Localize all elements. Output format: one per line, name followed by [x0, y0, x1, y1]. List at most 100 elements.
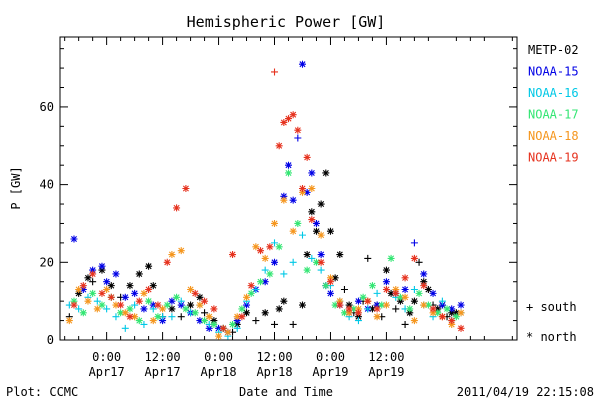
data-point-north: [84, 274, 92, 282]
x-tick-time-label: 0:00: [92, 350, 121, 364]
data-point-north: [317, 258, 325, 266]
data-point-north: [382, 301, 390, 309]
data-point-north: [196, 317, 204, 325]
data-point-south: [168, 313, 176, 321]
data-point-north: [103, 286, 111, 293]
data-point-north: [448, 309, 456, 317]
data-point-north: [149, 301, 157, 309]
data-point-north: [238, 305, 246, 313]
data-point-south: [177, 313, 185, 321]
data-point-north: [131, 313, 139, 321]
data-point-north: [247, 289, 255, 297]
data-point-north: [354, 305, 362, 313]
data-point-north: [410, 317, 418, 325]
data-point-north: [303, 251, 311, 259]
data-point-north: [420, 270, 428, 278]
data-point-north: [359, 293, 367, 301]
data-point-north: [406, 305, 414, 313]
data-point-north: [215, 332, 223, 340]
data-point-north: [452, 313, 460, 321]
data-point-north: [89, 266, 97, 274]
legend-item: NOAA-17: [528, 108, 579, 122]
data-point-south: [149, 305, 157, 313]
data-point-north: [350, 305, 358, 313]
marker-legend: + south * north: [526, 300, 577, 344]
data-point-north: [294, 126, 302, 134]
plot-frame: [59, 36, 518, 341]
data-point-south: [112, 313, 120, 321]
data-point-north: [159, 317, 167, 325]
data-point-north: [298, 185, 306, 192]
data-point-north: [424, 301, 432, 309]
data-point-north: [373, 301, 381, 309]
data-point-north: [149, 282, 157, 290]
data-point-north: [219, 324, 227, 332]
y-tick-label: 60: [40, 100, 54, 114]
data-point-south: [89, 278, 97, 286]
data-point-north: [420, 301, 428, 309]
data-point-north: [331, 274, 339, 282]
data-point-south: [271, 320, 279, 328]
data-point-south: [233, 324, 241, 332]
data-point-north: [84, 297, 92, 305]
data-point-north: [191, 289, 199, 297]
data-point-north: [271, 219, 279, 227]
data-point-north: [326, 289, 334, 297]
data-point-south: [294, 134, 302, 142]
data-point-south: [410, 286, 418, 293]
data-point-north: [140, 289, 148, 297]
data-point-north: [415, 289, 423, 297]
data-point-south: [201, 309, 209, 317]
data-point-north: [429, 305, 437, 313]
data-point-north: [285, 169, 292, 177]
data-point-north: [396, 297, 404, 305]
data-point-north: [429, 309, 437, 317]
x-axis: 0:00Apr1712:00Apr170:00Apr1812:00Apr180:…: [64, 37, 513, 379]
data-point-north: [322, 282, 330, 290]
data-point-north: [303, 266, 311, 274]
data-point-north: [89, 289, 97, 297]
data-point-north: [79, 282, 87, 290]
data-point-north: [387, 254, 395, 262]
data-point-north: [145, 262, 153, 270]
data-point-north: [448, 320, 456, 328]
data-point-south: [131, 301, 139, 309]
data-point-north: [135, 270, 143, 278]
data-point-north: [420, 282, 428, 290]
data-point-north: [266, 270, 274, 278]
data-point-north: [420, 278, 428, 286]
data-point-north: [452, 309, 460, 317]
y-axis: 0 20 40 60: [40, 48, 517, 347]
data-point-north: [126, 313, 134, 321]
data-point-north: [196, 293, 204, 301]
data-point-south: [271, 68, 279, 76]
data-point-north: [280, 196, 288, 204]
data-point-north: [131, 289, 139, 297]
data-point-north: [392, 289, 400, 297]
data-point-north: [75, 289, 83, 297]
plot-source-label: Plot: CCMC: [6, 385, 78, 399]
data-point-north: [368, 305, 376, 313]
data-point-north: [154, 313, 162, 321]
data-point-north: [229, 251, 237, 259]
y-axis-label: P [GW]: [9, 166, 23, 209]
data-point-north: [89, 270, 97, 278]
data-point-north: [140, 305, 148, 313]
data-point-north: [107, 282, 115, 290]
data-point-south: [93, 297, 101, 305]
data-point-north: [354, 297, 362, 305]
legend-item: METP-02: [528, 43, 579, 57]
x-tick-date-label: Apr19: [368, 365, 404, 379]
data-point-south: [373, 289, 381, 297]
data-point-north: [257, 247, 265, 255]
data-point-north: [424, 286, 432, 293]
legend: METP-02 NOAA-15 NOAA-16 NOAA-17 NOAA-18 NOAA-…: [528, 43, 579, 165]
data-point-north: [126, 305, 134, 313]
data-point-north: [326, 274, 334, 282]
data-point-north: [98, 289, 106, 297]
data-point-north: [98, 301, 106, 309]
data-point-north: [294, 219, 302, 227]
data-point-north: [406, 309, 414, 317]
data-points: [65, 60, 465, 340]
data-point-north: [187, 286, 195, 293]
